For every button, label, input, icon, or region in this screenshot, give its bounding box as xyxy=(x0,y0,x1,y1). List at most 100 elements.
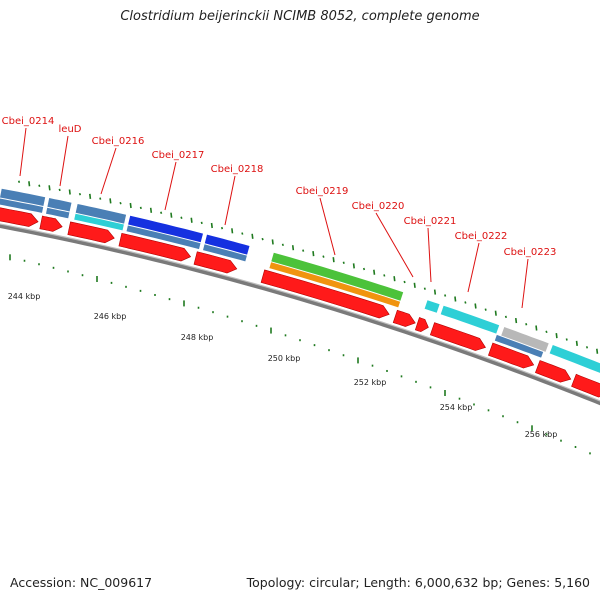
kbp-label: 246 kbp xyxy=(94,312,127,321)
scale-tick xyxy=(281,243,284,247)
scale-tick xyxy=(220,226,224,230)
feature-band xyxy=(501,327,549,352)
cds-arrow xyxy=(193,251,238,274)
gene-label: Cbei_0223 xyxy=(504,247,557,258)
scale-tick xyxy=(302,249,305,252)
leader-line xyxy=(467,242,480,293)
scale-tick xyxy=(535,325,538,331)
leader-line xyxy=(427,227,432,283)
scale-tick xyxy=(433,289,437,295)
feature-band xyxy=(203,244,247,262)
leader-line xyxy=(521,258,529,309)
gene-label: Cbei_0220 xyxy=(352,201,405,212)
scale-tick xyxy=(423,287,426,290)
kbp-label: 244 kbp xyxy=(8,292,41,301)
scale-tick xyxy=(464,301,467,304)
feature-band xyxy=(440,305,500,334)
scale-tick xyxy=(413,282,416,288)
cds-arrow xyxy=(429,322,486,351)
scale-tick xyxy=(585,346,589,349)
scale-tick xyxy=(373,269,376,275)
scale-tick xyxy=(332,257,335,263)
scale-tick xyxy=(180,216,183,219)
scale-tick xyxy=(99,197,102,200)
cds-arrow xyxy=(118,232,192,262)
scale-tick xyxy=(109,198,112,204)
scale-tick xyxy=(231,228,234,234)
leader-line xyxy=(19,127,27,177)
kbp-label: 250 kbp xyxy=(268,354,301,363)
gene-label: leuD xyxy=(59,124,82,135)
feature-band xyxy=(74,213,124,231)
backbone-line xyxy=(0,223,600,406)
feature-band xyxy=(549,345,600,373)
scale-tick xyxy=(555,333,558,339)
scale-tick xyxy=(17,180,21,183)
scale-tick xyxy=(48,185,51,191)
cds-arrow xyxy=(571,373,600,398)
scale-tick xyxy=(342,261,345,264)
scale-tick xyxy=(504,315,508,319)
leader-line xyxy=(375,212,414,278)
scale-tick xyxy=(271,239,274,245)
scale-tick xyxy=(474,303,477,309)
scale-tick xyxy=(352,263,355,269)
scale-tick xyxy=(514,317,518,324)
map-title: Clostridium beijerinckii NCIMB 8052, com… xyxy=(120,9,480,24)
cds-arrow xyxy=(39,215,63,232)
scale-tick xyxy=(261,237,264,241)
feature-band xyxy=(494,334,544,358)
feature-band xyxy=(271,252,404,301)
gene-label: Cbei_0222 xyxy=(455,231,508,242)
scale-tick xyxy=(129,202,132,209)
gene-label: Cbei_0216 xyxy=(92,136,145,147)
gene-label: Cbei_0218 xyxy=(211,164,264,175)
scale-tick xyxy=(403,280,406,284)
feature-band xyxy=(47,198,72,212)
feature-band xyxy=(75,204,127,224)
leader-line xyxy=(224,175,236,226)
scale-tick xyxy=(484,308,487,311)
scale-tick xyxy=(494,310,497,316)
scale-tick xyxy=(545,330,548,334)
scale-tick xyxy=(149,207,153,213)
feature-band xyxy=(0,188,46,206)
scale-tick xyxy=(393,276,396,282)
feature-band xyxy=(424,300,440,313)
kbp-label: 254 kbp xyxy=(440,403,473,412)
scale-tick xyxy=(28,181,31,187)
scale-tick xyxy=(190,217,193,223)
scale-tick xyxy=(160,211,163,214)
cds-arrow xyxy=(488,342,535,369)
scale-tick xyxy=(58,188,61,192)
kbp-label: 252 kbp xyxy=(354,378,387,387)
cds-arrow xyxy=(260,269,390,319)
feature-band xyxy=(0,198,44,213)
leader-line xyxy=(100,147,117,195)
backbone-highlight xyxy=(0,223,600,402)
cds-arrow xyxy=(392,309,416,327)
cds-arrow xyxy=(0,207,39,227)
accession-label: Accession: NC_009617 xyxy=(10,575,153,590)
scale-tick xyxy=(565,338,568,341)
label-layer: 244 kbp 246 kbp 248 kbp 250 kbp 252 kbp 254 k… xyxy=(2,116,558,439)
scale-tick xyxy=(575,340,578,346)
feature-layer xyxy=(0,188,600,406)
scale-tick xyxy=(383,274,386,277)
leader-line xyxy=(59,135,69,187)
scale-tick xyxy=(78,192,82,196)
kbp-label: 248 kbp xyxy=(181,333,214,342)
scale-tick xyxy=(68,189,71,195)
gene-label: Cbei_0214 xyxy=(2,116,55,127)
feature-band xyxy=(128,215,203,243)
gene-label: Cbei_0219 xyxy=(296,186,349,197)
feature-band xyxy=(269,262,401,308)
scale-tick xyxy=(251,233,254,239)
tick-marks xyxy=(9,180,599,455)
scale-tick xyxy=(119,201,122,205)
scale-tick xyxy=(241,232,244,235)
cds-arrow xyxy=(414,317,429,333)
scale-tick xyxy=(444,294,447,297)
leader-line xyxy=(319,197,336,256)
